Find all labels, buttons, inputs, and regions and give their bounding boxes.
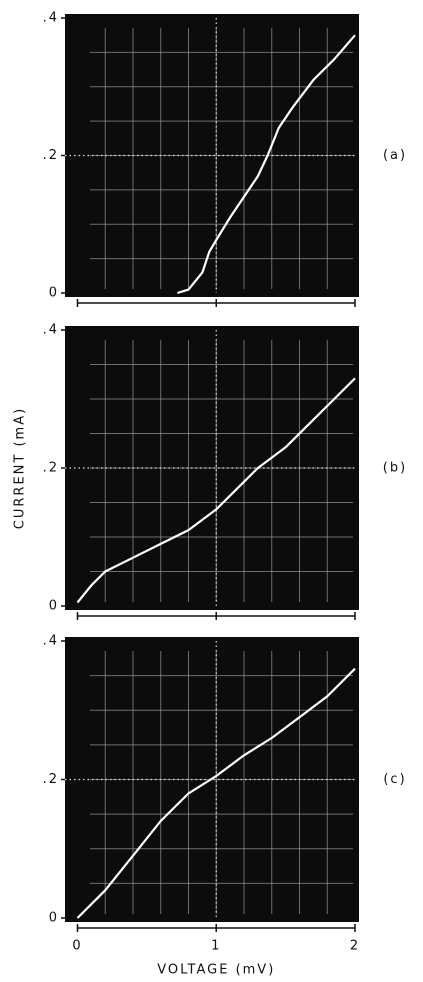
y-tick-label: .2 — [43, 772, 59, 787]
y-tick-label: .4 — [43, 323, 59, 338]
x-tick-label: 2 — [350, 939, 360, 954]
y-tick-label: 0 — [49, 911, 59, 926]
y-tick-label: .2 — [43, 461, 59, 476]
y-axis-label: CURRENT (mA) — [13, 407, 28, 529]
x-axis-label: VOLTAGE (mV) — [157, 963, 275, 978]
y-tick-label: 0 — [49, 599, 59, 614]
page: {"chart_data": [ {"type": "line", "label… — [0, 0, 423, 982]
x-tick-label: 1 — [211, 939, 221, 954]
panel-label: (c) — [383, 772, 406, 787]
y-tick-label: .4 — [43, 11, 59, 26]
y-tick-label: .4 — [43, 634, 59, 649]
y-tick-label: .2 — [43, 148, 59, 163]
panel-label: (a) — [383, 148, 407, 163]
panel-label: (b) — [383, 461, 407, 476]
x-tick-label: 0 — [72, 939, 82, 954]
chart: 0 .2 .4 (a) 0 .2 .4 (b) CURRENT (mA) 0 .2 .4 0 1 2 (c) V… — [0, 0, 423, 982]
y-tick-label: 0 — [49, 286, 59, 301]
